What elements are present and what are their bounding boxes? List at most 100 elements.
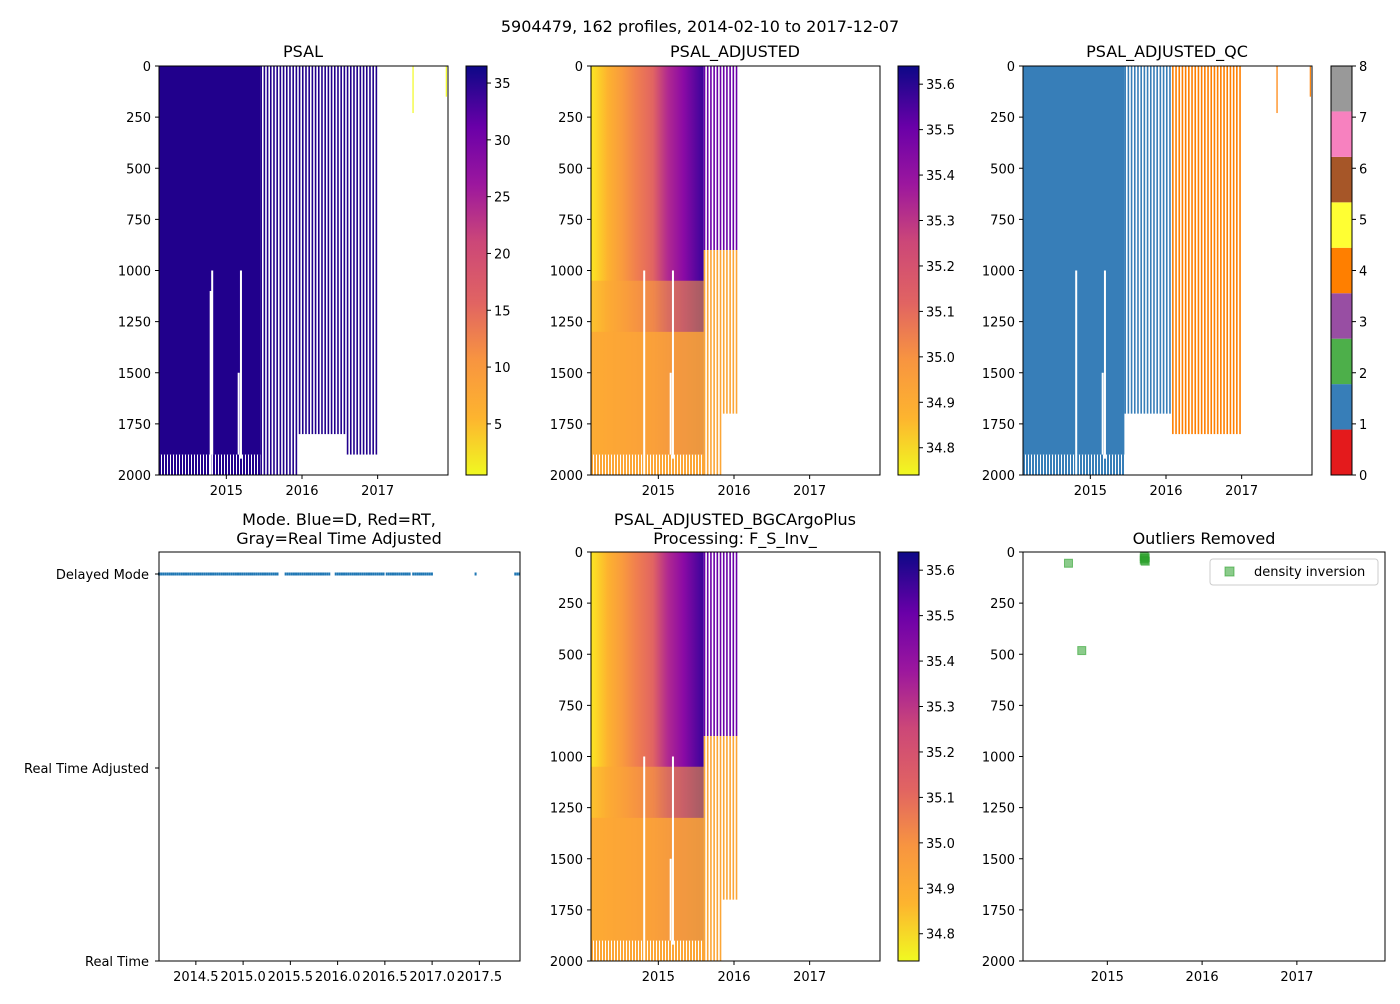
heatmap-column — [1041, 454, 1043, 475]
mode-point — [516, 572, 519, 576]
heatmap-column — [343, 66, 346, 435]
heatmap-column — [213, 454, 215, 475]
mode-point — [394, 572, 397, 576]
mode-point — [378, 572, 381, 576]
colorbar-tick-label: 30 — [494, 134, 511, 149]
mode-point — [426, 572, 429, 576]
heatmap-column — [189, 454, 191, 475]
mode-point — [363, 572, 366, 576]
heatmap-column — [621, 454, 623, 475]
heatmap-column — [321, 66, 323, 435]
panel-psal-adjusted: PSAL_ADJUSTED 0 250 500 750 1000 1250 1500 1750… — [550, 42, 955, 499]
mode-point — [418, 572, 421, 576]
mode-point — [189, 572, 192, 576]
colorbar-band — [1331, 66, 1352, 112]
mode-point — [357, 572, 360, 576]
heatmap-column — [282, 66, 285, 475]
heatmap-column — [174, 454, 176, 475]
y-tick-label: 2000 — [982, 469, 1015, 484]
y-tick-label: 250 — [126, 111, 151, 126]
heatmap-column — [713, 736, 715, 961]
heatmap-column — [594, 940, 596, 961]
heatmap-column — [1062, 454, 1064, 475]
colorbar-gradient — [897, 551, 920, 962]
heatmap-column — [375, 66, 378, 455]
mode-point — [268, 572, 271, 576]
y-tick-label: 2000 — [550, 469, 583, 484]
heatmap-column — [1050, 454, 1052, 475]
heatmap-column — [1107, 454, 1109, 475]
heatmap-column — [1127, 66, 1130, 414]
heatmap-column — [615, 454, 617, 475]
heatmap-column — [600, 940, 602, 961]
heatmap-column — [627, 940, 629, 961]
heatmap-column — [1169, 66, 1171, 414]
mode-point — [195, 572, 198, 576]
heatmap-column — [710, 736, 712, 961]
y-ticks-mode: Real Time Real Time Adjusted Delayed Mode — [24, 568, 159, 970]
heatmap-column — [645, 454, 647, 475]
heatmap-column — [618, 454, 620, 475]
mode-point — [428, 572, 431, 576]
heatmap-column — [687, 940, 689, 961]
y-tick-label: 1500 — [982, 853, 1015, 868]
colorbar-tick-label: 35.1 — [926, 305, 955, 320]
legend-box — [1209, 558, 1379, 586]
heatmap-column — [1223, 66, 1225, 435]
mode-point — [398, 572, 401, 576]
mode-point — [160, 572, 163, 576]
panel-title-mode-line2: Gray=Real Time Adjusted — [236, 529, 442, 548]
heatmap-column — [183, 454, 185, 475]
heatmap-column — [706, 736, 709, 961]
x-tick-label: 2017.0 — [409, 970, 455, 985]
heatmap-column — [624, 940, 626, 961]
heatmap-column — [703, 250, 706, 475]
figure-suptitle: 5904479, 162 profiles, 2014-02-10 to 201… — [501, 17, 899, 36]
heatmap-column — [353, 66, 355, 455]
mode-point — [232, 572, 235, 576]
x-tick-label: 2015.5 — [268, 970, 314, 985]
y-tick-label: 1500 — [550, 853, 583, 868]
heatmap-column — [710, 250, 712, 475]
mode-point — [345, 572, 348, 576]
heatmap-column — [1140, 66, 1142, 414]
y-tick-label: 1000 — [550, 751, 583, 766]
heatmap-column — [1124, 66, 1126, 414]
y-tick-label: 1750 — [118, 418, 151, 433]
heatmap-column — [1130, 66, 1133, 414]
heatmap-column — [1119, 454, 1121, 475]
mode-point — [391, 572, 394, 576]
mode-point — [197, 572, 200, 576]
heatmap-column — [642, 940, 644, 961]
heatmap-column — [237, 454, 239, 475]
y-ticks-psal-adjusted: 0 250 500 750 1000 1250 1500 1750 2000 — [550, 60, 591, 484]
x-tick-label: 2015.0 — [220, 970, 266, 985]
heatmap-gap — [671, 756, 674, 945]
mode-point — [416, 572, 419, 576]
heatmap-column — [1184, 66, 1187, 435]
heatmap-column — [1220, 66, 1222, 435]
colorbar-tick-label: 34.8 — [926, 928, 955, 943]
y-tick-label: 500 — [990, 162, 1015, 177]
colorbar-band — [1331, 384, 1352, 430]
mode-point — [166, 572, 169, 576]
mode-point — [324, 572, 327, 576]
mode-point — [424, 572, 427, 576]
heatmap-gap — [237, 372, 240, 455]
heatmap-column — [1047, 454, 1049, 475]
heatmap-column — [735, 250, 738, 414]
heatmap-column — [726, 250, 728, 414]
heatmap-column — [693, 454, 695, 475]
heatmap-psal-adjusted-bgc — [591, 552, 738, 961]
heatmap-column — [1083, 454, 1085, 475]
x-tick-label: 2016.0 — [315, 970, 361, 985]
mode-point — [414, 572, 417, 576]
mode-point — [353, 572, 356, 576]
mode-point — [295, 572, 298, 576]
heatmap-column — [621, 940, 623, 961]
x-tick-label: 2016 — [1149, 484, 1182, 499]
heatmap-column — [177, 454, 179, 475]
heatmap-column — [1172, 66, 1174, 435]
heatmap-column — [609, 940, 611, 961]
heatmap-block — [1023, 66, 1125, 455]
